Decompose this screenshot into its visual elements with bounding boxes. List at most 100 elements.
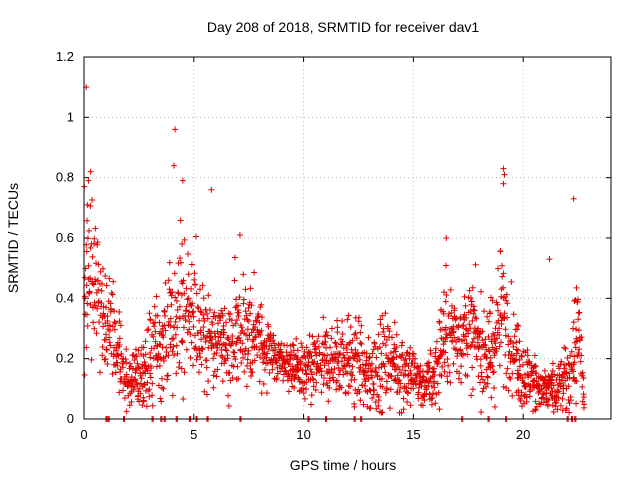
data-point (231, 277, 238, 284)
data-point (521, 400, 528, 407)
data-point (378, 375, 385, 382)
data-point (86, 227, 93, 234)
data-point (375, 331, 382, 338)
data-point (206, 306, 213, 313)
data-point (129, 366, 136, 373)
data-point (318, 389, 325, 396)
data-point (500, 284, 507, 291)
data-point (97, 369, 104, 376)
data-point (183, 346, 190, 353)
data-point (162, 353, 169, 360)
data-point (369, 395, 376, 402)
y-tick-label: 1.2 (56, 49, 74, 64)
data-point (141, 359, 148, 366)
data-point (426, 391, 433, 398)
data-point (165, 277, 172, 284)
data-point (337, 350, 344, 357)
data-point (170, 352, 177, 359)
data-point (571, 359, 578, 366)
data-point (393, 353, 400, 360)
data-point (136, 385, 143, 392)
data-point (343, 345, 350, 352)
data-point (385, 334, 392, 341)
data-point (232, 296, 239, 303)
data-point (570, 368, 577, 375)
data-point (152, 328, 159, 335)
data-point (477, 356, 484, 363)
data-point (177, 255, 184, 262)
data-point (550, 408, 557, 415)
data-point (338, 358, 345, 365)
data-point (287, 356, 294, 363)
data-point (155, 382, 162, 389)
data-point (397, 380, 404, 387)
data-point (347, 324, 354, 331)
data-point (562, 345, 569, 352)
data-point (502, 326, 509, 333)
data-point (198, 361, 205, 368)
data-point (567, 352, 574, 359)
y-tick-label: 0.8 (56, 170, 74, 185)
data-point (84, 201, 91, 208)
data-point (570, 374, 577, 381)
data-point (503, 291, 510, 298)
data-point (570, 319, 577, 326)
data-point (169, 392, 176, 399)
data-point (146, 393, 153, 400)
data-point (189, 309, 196, 316)
data-point (454, 353, 461, 360)
data-point (95, 261, 102, 268)
data-point (81, 274, 88, 281)
data-point (119, 364, 126, 371)
data-point (152, 338, 159, 345)
data-point (258, 327, 265, 334)
data-point (111, 319, 118, 326)
data-point (224, 352, 231, 359)
data-point (372, 399, 379, 406)
data-point (117, 322, 124, 329)
data-point (532, 363, 539, 370)
data-point (181, 290, 188, 297)
data-point (437, 352, 444, 359)
data-point (533, 403, 540, 410)
data-point (441, 359, 448, 366)
data-point (214, 328, 221, 335)
data-point (122, 356, 129, 363)
data-point (140, 344, 147, 351)
data-point (505, 387, 512, 394)
data-point (85, 262, 92, 269)
data-point (92, 302, 99, 309)
data-point (107, 300, 114, 307)
data-point (553, 397, 560, 404)
data-point (100, 323, 107, 330)
data-point (229, 333, 236, 340)
data-point (481, 379, 488, 386)
data-point (99, 265, 106, 272)
data-point (496, 331, 503, 338)
data-point (186, 318, 193, 325)
data-point (89, 197, 96, 204)
data-point (493, 335, 500, 342)
data-point (344, 349, 351, 356)
data-point (486, 360, 493, 367)
data-point (344, 316, 351, 323)
data-point (191, 332, 198, 339)
data-point (577, 358, 584, 365)
y-tick-label: 0.4 (56, 290, 74, 305)
data-point (470, 306, 477, 313)
data-point (487, 294, 494, 301)
data-point (278, 349, 285, 356)
data-point (357, 397, 364, 404)
data-point (524, 352, 531, 359)
data-point (169, 289, 176, 296)
data-point (398, 342, 405, 349)
data-point (265, 346, 272, 353)
data-point (256, 319, 263, 326)
data-point (213, 373, 220, 380)
data-point (91, 240, 98, 247)
data-point (396, 377, 403, 384)
data-point (292, 372, 299, 379)
data-point (517, 397, 524, 404)
data-point (180, 324, 187, 331)
data-point (561, 365, 568, 372)
